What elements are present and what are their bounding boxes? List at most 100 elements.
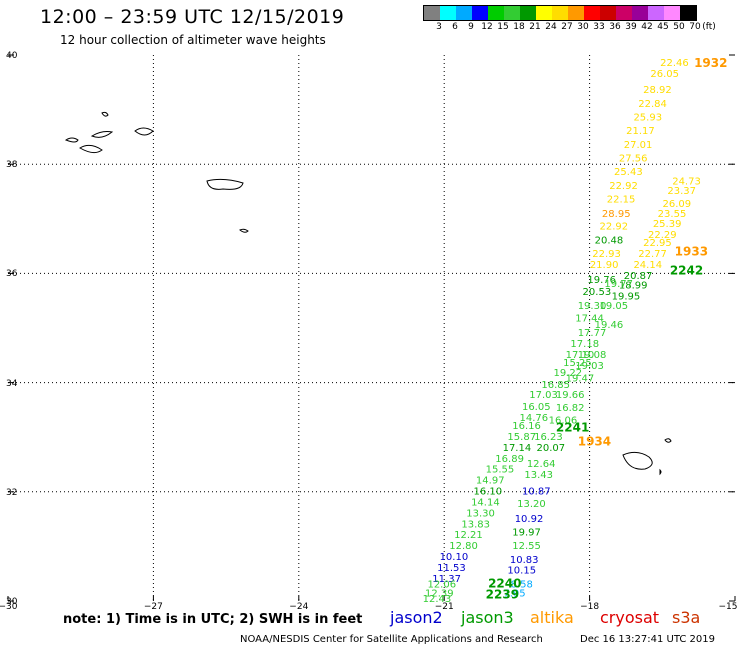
wave-height-value: 17.18 [570, 339, 599, 350]
wave-height-value: 20.87 [624, 271, 653, 282]
wave-height-value: 22.93 [592, 249, 621, 260]
lat-lon-grid [7, 54, 736, 602]
wave-height-value: 19.46 [595, 320, 624, 331]
wave-height-value: 14.76 [520, 413, 549, 424]
longitude-label: −30 [0, 602, 18, 612]
wave-height-value: 10.10 [440, 552, 469, 563]
color-scale-swatch [520, 6, 536, 20]
color-scale-unit: (ft) [702, 22, 716, 32]
island-outline [134, 127, 154, 136]
wave-height-value: 12.80 [449, 541, 478, 552]
wave-height-value: 14.97 [476, 476, 505, 487]
legend-cryosat: cryosat [600, 608, 660, 627]
wave-height-value: 23.37 [667, 186, 696, 197]
color-scale-swatch [600, 6, 616, 20]
wave-height-value: 16.85 [541, 380, 570, 391]
wave-height-value: 16.89 [495, 454, 524, 465]
latitude-label: 36 [6, 269, 18, 280]
latitude-label: 38 [6, 160, 18, 171]
color-scale-swatch [648, 6, 664, 20]
color-scale-tick: 15 [497, 22, 509, 32]
generation-timestamp: Dec 16 13:27:41 UTC 2019 [580, 634, 715, 645]
color-scale-tick: 42 [641, 22, 653, 32]
wave-height-value: 19.03 [575, 361, 604, 372]
island-outline [664, 438, 672, 443]
longitude-label: −27 [143, 602, 163, 612]
wave-height-value: 19.08 [578, 350, 607, 361]
wave-height-value: 10.92 [515, 514, 544, 525]
legend-jason2: jason2 [390, 608, 443, 627]
latitude-label: 32 [6, 487, 18, 498]
wave-height-value: 22.29 [648, 230, 677, 241]
legend-s3a: s3a [672, 608, 701, 627]
track-time-label: 2240 [488, 576, 521, 590]
wave-height-value: 17.03 [529, 390, 558, 401]
wave-height-value: 12.55 [512, 541, 541, 552]
wave-height-value: 25.39 [653, 219, 682, 230]
wave-height-value: 16.23 [534, 432, 563, 443]
wave-height-value: 20.07 [537, 443, 566, 454]
wave-height-value: 25.93 [633, 113, 662, 124]
wave-height-value: 26.05 [650, 69, 679, 80]
legend-jason3: jason3 [461, 608, 514, 627]
wave-height-value: 10.87 [522, 487, 551, 498]
wave-height-value: 17.14 [503, 443, 532, 454]
color-scale-tick: 30 [577, 22, 589, 32]
wave-height-value: 19.66 [556, 390, 585, 401]
latitude-label: 40 [6, 51, 18, 61]
track-time-label: 2239 [486, 587, 519, 601]
wave-height-value: 22.95 [643, 238, 672, 249]
wave-height-value: 12.43 [423, 594, 452, 605]
wave-height-value: 21.17 [626, 126, 655, 137]
color-scale-tick: 9 [468, 22, 474, 32]
wave-height-value: 25.43 [614, 167, 643, 178]
wave-height-value: 19.76 [587, 275, 616, 286]
wave-height-value: 10.83 [510, 555, 539, 566]
color-scale-swatch [488, 6, 504, 20]
longitude-label: −15 [718, 602, 738, 612]
wave-height-value: 18.99 [619, 281, 648, 292]
wave-height-value: 17.10 [566, 350, 595, 361]
wave-height-value: 20.48 [595, 235, 624, 246]
color-scale-swatch [616, 6, 632, 20]
longitude-label: −18 [580, 602, 600, 612]
wave-height-value: 10.15 [507, 566, 536, 577]
island-outline [206, 178, 244, 190]
color-scale-swatch [664, 6, 680, 20]
island-outline [79, 144, 103, 154]
wave-height-value: 15.55 [486, 465, 515, 476]
wave-height-value: 16.05 [522, 402, 551, 413]
wave-height-value: 13.20 [517, 499, 546, 510]
wave-height-value: 13.43 [524, 470, 553, 481]
island-outline [64, 137, 79, 143]
wave-height-value: 22.46 [660, 58, 689, 69]
color-scale-bar [423, 5, 697, 21]
color-scale-swatch [424, 6, 440, 20]
wave-height-value: 19.77 [604, 279, 633, 290]
wave-height-value: 17.77 [578, 328, 607, 339]
wave-height-value: 27.01 [624, 140, 653, 151]
map-title: 12:00 – 23:59 UTC 12/15/2019 [40, 6, 345, 28]
color-scale-tick: 21 [529, 22, 541, 32]
wave-height-value: 26.09 [663, 199, 692, 210]
color-scale-swatch [456, 6, 472, 20]
wave-height-value: 11.37 [432, 574, 461, 585]
wave-height-value: 16.82 [556, 403, 585, 414]
color-scale-tick: 3 [436, 22, 442, 32]
wave-height-value: 17.44 [575, 313, 604, 324]
wave-height-value: 19.97 [512, 527, 541, 538]
wave-height-value: 28.92 [643, 85, 672, 96]
track-time-label: 2241 [556, 421, 589, 435]
color-scale-tick: 24 [545, 22, 557, 32]
color-scale-tick: 33 [593, 22, 605, 32]
wave-height-value: 20.53 [583, 287, 612, 298]
color-scale-swatch [504, 6, 520, 20]
color-scale-swatch [472, 6, 488, 20]
latitude-label: 30 [6, 597, 18, 607]
wave-height-value: 12.06 [427, 579, 456, 590]
wave-height-value: 22.92 [600, 222, 629, 233]
wave-height-value: 12.64 [527, 459, 556, 470]
color-scale-tick: 36 [609, 22, 621, 32]
